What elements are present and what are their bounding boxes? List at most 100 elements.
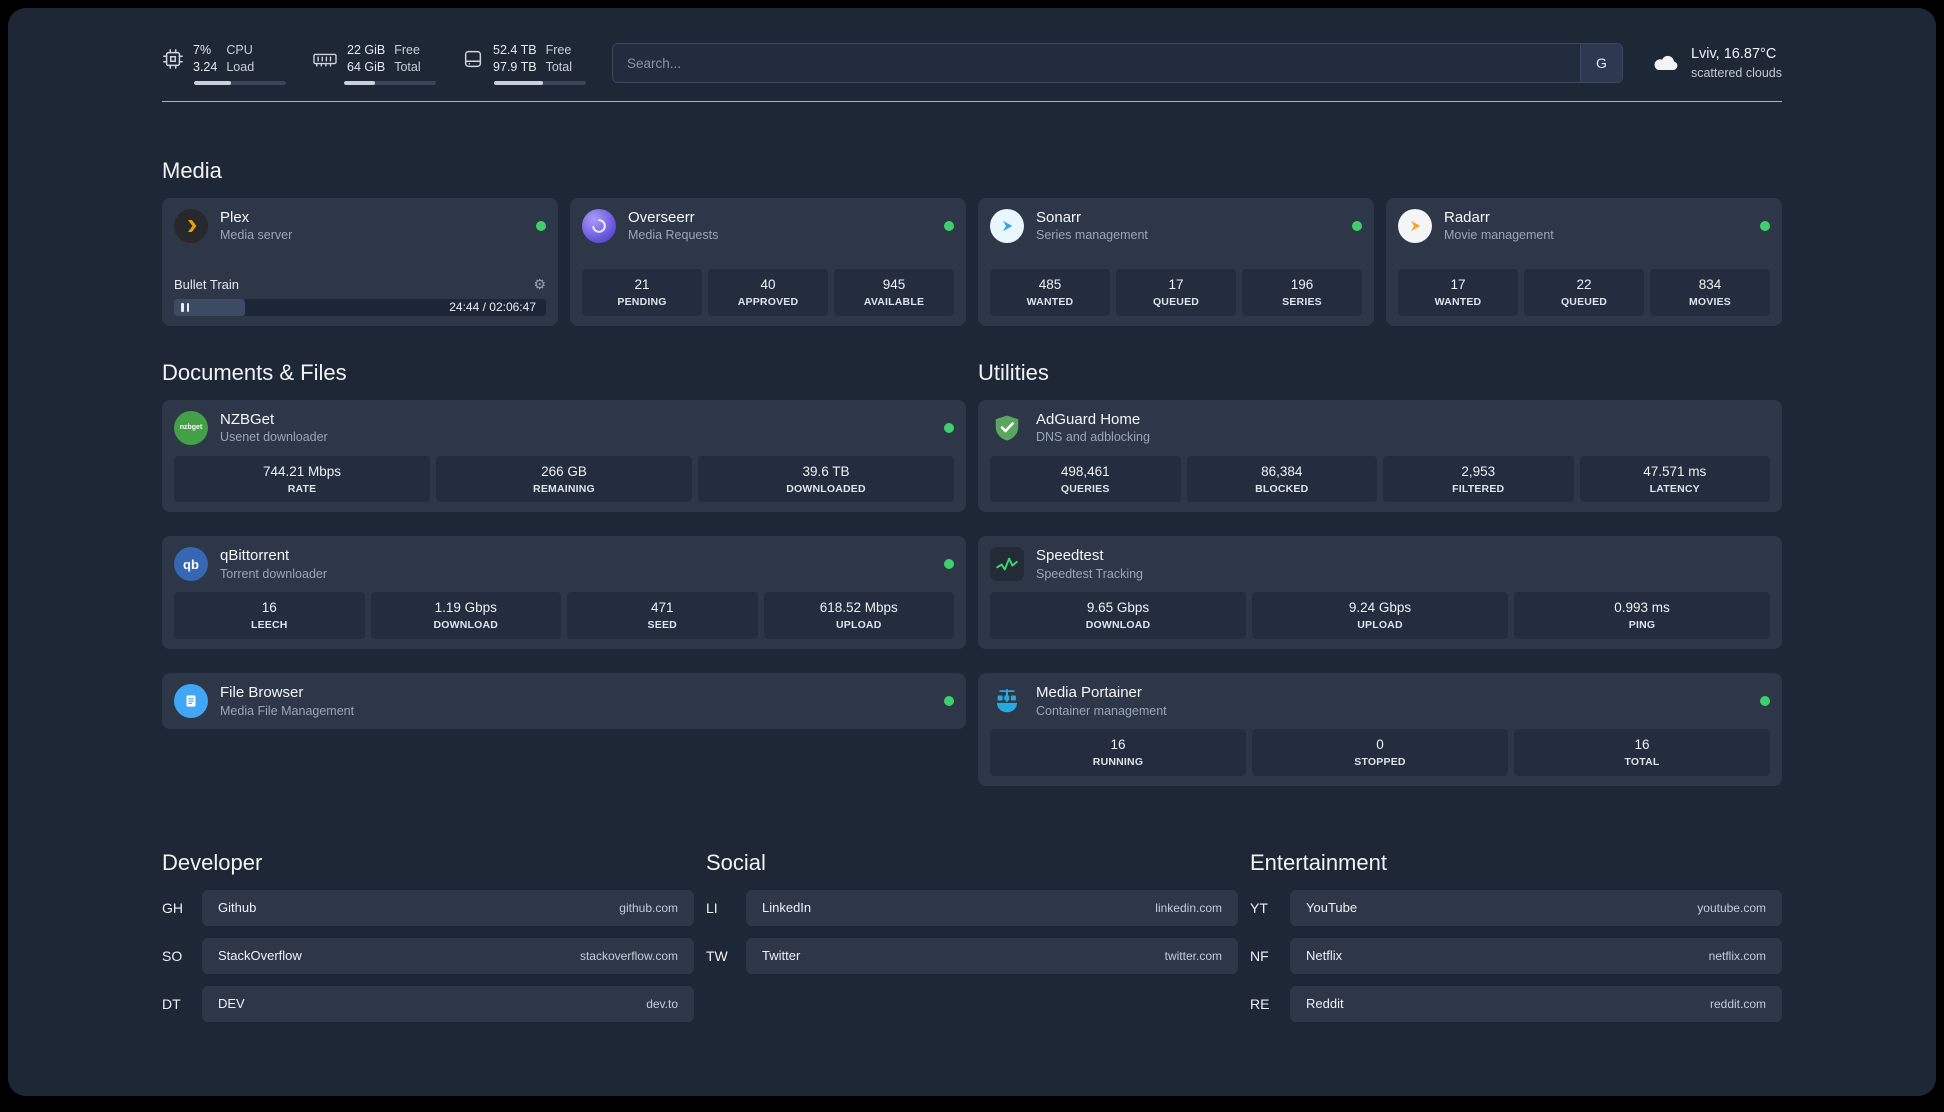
app-card-overseerr[interactable]: Overseerr Media Requests 21 PENDING 40 APP… [570, 197, 966, 326]
app-name: NZBGet [220, 410, 275, 428]
search-input[interactable] [613, 44, 1580, 83]
ram-total-label: Total [394, 59, 421, 74]
stat-blocked: 86,384 BLOCKED [1186, 455, 1377, 503]
disk-icon [462, 48, 484, 70]
bookmark-twitter[interactable]: TW Twitter twitter.com [706, 937, 1238, 974]
bookmark-abbr: LI [706, 899, 718, 916]
app-card-radarr[interactable]: Radarr Movie management 17 WANTED 22 QUEUE… [1386, 197, 1782, 326]
disk-total-value: 97.9 TB [493, 59, 537, 74]
status-indicator [536, 220, 546, 231]
bookmark-name: Github [218, 900, 257, 916]
status-indicator [1760, 220, 1770, 231]
stat-queued: 22 QUEUED [1524, 268, 1644, 316]
portainer-icon [990, 684, 1024, 718]
stat-running: 16 RUNNING [990, 728, 1246, 776]
plex-icon [174, 208, 208, 243]
top-bar: 7% 3.24 CPU Load [162, 8, 1782, 85]
filebrowser-icon [174, 683, 208, 718]
stat-filtered: 2,953 FILTERED [1383, 455, 1574, 503]
now-playing-title: Bullet Train [174, 276, 240, 292]
app-subtitle: Speedtest Tracking [1036, 566, 1144, 581]
bookmark-abbr: SO [162, 947, 183, 964]
cpu-monitor: 7% 3.24 CPU Load [162, 42, 286, 85]
search-engine-button[interactable]: G [1579, 44, 1622, 83]
app-name: Plex [220, 208, 250, 226]
speedtest-icon [990, 547, 1024, 582]
stat-upload: 618.52 Mbps UPLOAD [763, 592, 954, 640]
dashboard: 7% 3.24 CPU Load [8, 8, 1936, 1096]
bookmark-abbr: GH [162, 899, 183, 916]
bookmark-youtube[interactable]: YT YouTube youtube.com [1250, 889, 1782, 926]
app-card-filebrowser[interactable]: File Browser Media File Management [162, 673, 966, 729]
stat-queries: 498,461 QUERIES [990, 455, 1181, 503]
disk-free-label: Free [545, 43, 572, 57]
stat-downloaded: 39.6 TB DOWNLOADED [698, 455, 954, 503]
sonarr-icon [990, 208, 1024, 243]
app-subtitle: Movie management [1444, 228, 1554, 243]
weather-condition: scattered clouds [1690, 65, 1782, 80]
app-card-sonarr[interactable]: Sonarr Series management 485 WANTED 17 QUE… [978, 197, 1374, 326]
app-subtitle: Container management [1036, 703, 1167, 718]
bookmark-stackoverflow[interactable]: SO StackOverflow stackoverflow.com [162, 937, 694, 974]
app-subtitle: Series management [1036, 228, 1148, 243]
app-name: Overseerr [628, 208, 695, 226]
stat-available: 945 AVAILABLE [834, 268, 954, 316]
app-card-nzbget[interactable]: nzbget NZBGet Usenet downloader 744.21 M… [162, 399, 966, 513]
app-subtitle: Media File Management [220, 703, 355, 718]
app-card-adguard[interactable]: AdGuard Home DNS and adblocking 498,461 Q… [978, 399, 1782, 513]
overseerr-icon [582, 208, 616, 243]
app-name: qBittorrent [220, 547, 290, 565]
bookmark-github[interactable]: GH Github github.com [162, 889, 694, 926]
app-subtitle: DNS and adblocking [1036, 430, 1150, 445]
header-divider [162, 100, 1782, 102]
app-subtitle: Media server [220, 228, 293, 243]
bookmark-name: DEV [218, 996, 245, 1012]
cloud-icon [1649, 51, 1681, 75]
stat-queued: 17 QUEUED [1116, 268, 1236, 316]
bookmark-url: twitter.com [1164, 948, 1222, 963]
stat-wanted: 485 WANTED [990, 268, 1110, 316]
bookmark-url: linkedin.com [1155, 900, 1222, 915]
stat-approved: 40 APPROVED [708, 268, 828, 316]
ram-free-value: 22 GiB [347, 43, 386, 57]
bookmark-url: youtube.com [1697, 900, 1766, 915]
qbittorrent-icon: qb [174, 547, 208, 582]
bookmark-linkedin[interactable]: LI LinkedIn linkedin.com [706, 889, 1238, 926]
stat-pending: 21 PENDING [582, 268, 702, 316]
disk-monitor: 52.4 TB 97.9 TB Free Total [462, 42, 586, 85]
section-title-developer: Developer [162, 849, 263, 875]
app-card-speedtest[interactable]: Speedtest Speedtest Tracking 9.65 Gbps DO… [978, 536, 1782, 650]
section-entertainment: Entertainment YT YouTube youtube.com NF … [1250, 850, 1782, 1034]
disk-total-label: Total [545, 59, 572, 74]
section-title-utilities: Utilities [978, 359, 1049, 385]
radarr-icon [1398, 208, 1432, 243]
bookmark-name: Netflix [1306, 948, 1343, 964]
app-name: Speedtest [1036, 547, 1104, 565]
app-card-portainer[interactable]: Media Portainer Container management 16 R… [978, 673, 1782, 786]
app-name: AdGuard Home [1036, 410, 1141, 428]
weather-location: Lviv, 16.87°C [1690, 46, 1777, 63]
bookmark-netflix[interactable]: NF Netflix netflix.com [1250, 937, 1782, 974]
bookmark-url: netflix.com [1708, 948, 1766, 963]
bookmark-url: reddit.com [1709, 996, 1766, 1011]
app-card-plex[interactable]: Plex Media server Bullet Train ⚙ [162, 197, 558, 326]
app-card-qbittorrent[interactable]: qb qBittorrent Torrent downloader 16 LEEC… [162, 536, 966, 650]
pause-icon[interactable] [181, 302, 189, 312]
weather-widget[interactable]: Lviv, 16.87°C scattered clouds [1649, 44, 1782, 82]
bookmark-reddit[interactable]: RE Reddit reddit.com [1250, 985, 1782, 1022]
bookmark-abbr: RE [1250, 995, 1270, 1012]
section-title-documents: Documents & Files [162, 359, 347, 385]
bookmark-dev[interactable]: DT DEV dev.to [162, 985, 694, 1022]
stat-movies: 834 MOVIES [1650, 268, 1770, 316]
app-subtitle: Media Requests [628, 228, 719, 243]
ram-total-value: 64 GiB [347, 59, 386, 74]
cpu-label: CPU [226, 43, 253, 57]
bookmark-name: StackOverflow [218, 948, 302, 964]
stat-seed: 471 SEED [567, 592, 758, 640]
ram-progress-bar [344, 80, 436, 85]
status-indicator [1760, 695, 1770, 706]
adguard-icon [990, 411, 1024, 445]
playback-progress-bar[interactable]: 24:44 / 02:06:47 [174, 298, 546, 316]
settings-gear-icon[interactable]: ⚙ [533, 276, 546, 293]
section-documents: Documents & Files nzbget NZBGet Usenet d… [162, 360, 966, 786]
